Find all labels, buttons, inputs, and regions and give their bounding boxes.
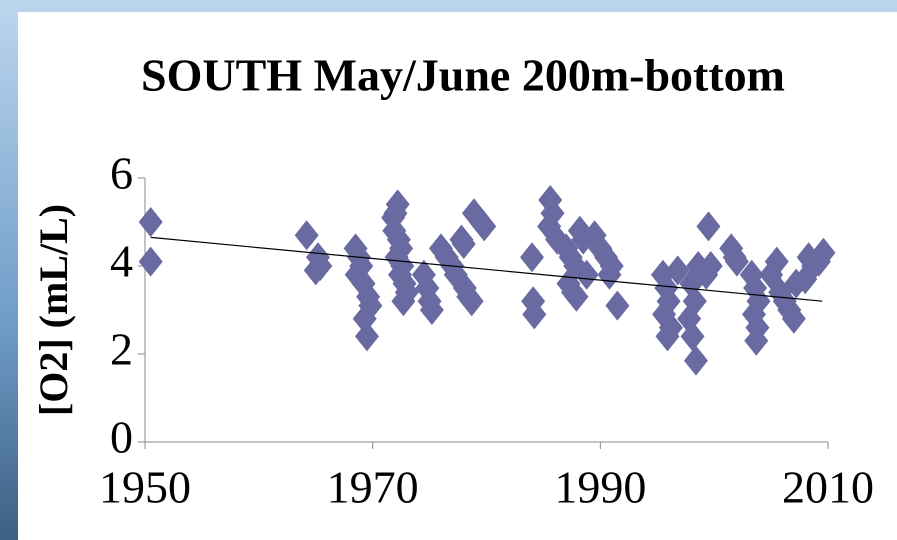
data-point — [605, 290, 630, 321]
data-point — [655, 321, 680, 352]
data-point — [793, 264, 818, 295]
x-tick-label: 1950 — [99, 462, 191, 513]
x-tick-label: 1990 — [554, 462, 646, 513]
y-tick-label: 2 — [110, 324, 133, 375]
data-point — [694, 259, 719, 290]
trend-line — [150, 236, 823, 302]
data-point — [391, 286, 416, 317]
data-point — [665, 255, 690, 286]
data-point — [781, 303, 806, 334]
x-tick-label: 1970 — [327, 462, 419, 513]
data-point — [574, 259, 599, 290]
data-point — [683, 345, 708, 376]
data-point — [520, 242, 545, 273]
data-point — [294, 220, 319, 251]
y-axis-label: [O2] (mL/L) — [31, 204, 76, 416]
data-point — [811, 237, 836, 268]
data-point — [597, 259, 622, 290]
data-point — [680, 321, 705, 352]
data-point — [459, 286, 484, 317]
data-point — [472, 211, 497, 242]
data-point — [383, 198, 408, 229]
y-tick-label: 4 — [110, 236, 133, 287]
data-point — [354, 321, 379, 352]
data-point — [724, 246, 749, 277]
data-point — [138, 207, 163, 237]
data-point — [303, 255, 328, 286]
data-point — [138, 246, 163, 277]
y-tick-label: 6 — [110, 148, 133, 199]
chart-title: SOUTH May/June 200m-bottom — [141, 50, 785, 101]
data-point — [696, 211, 721, 242]
data-point — [522, 299, 547, 330]
data-point — [451, 229, 476, 259]
data-point — [419, 295, 444, 325]
data-point — [564, 281, 589, 312]
data-point — [744, 325, 769, 356]
y-tick-label: 0 — [110, 412, 133, 463]
x-tick-label: 2010 — [782, 462, 874, 513]
